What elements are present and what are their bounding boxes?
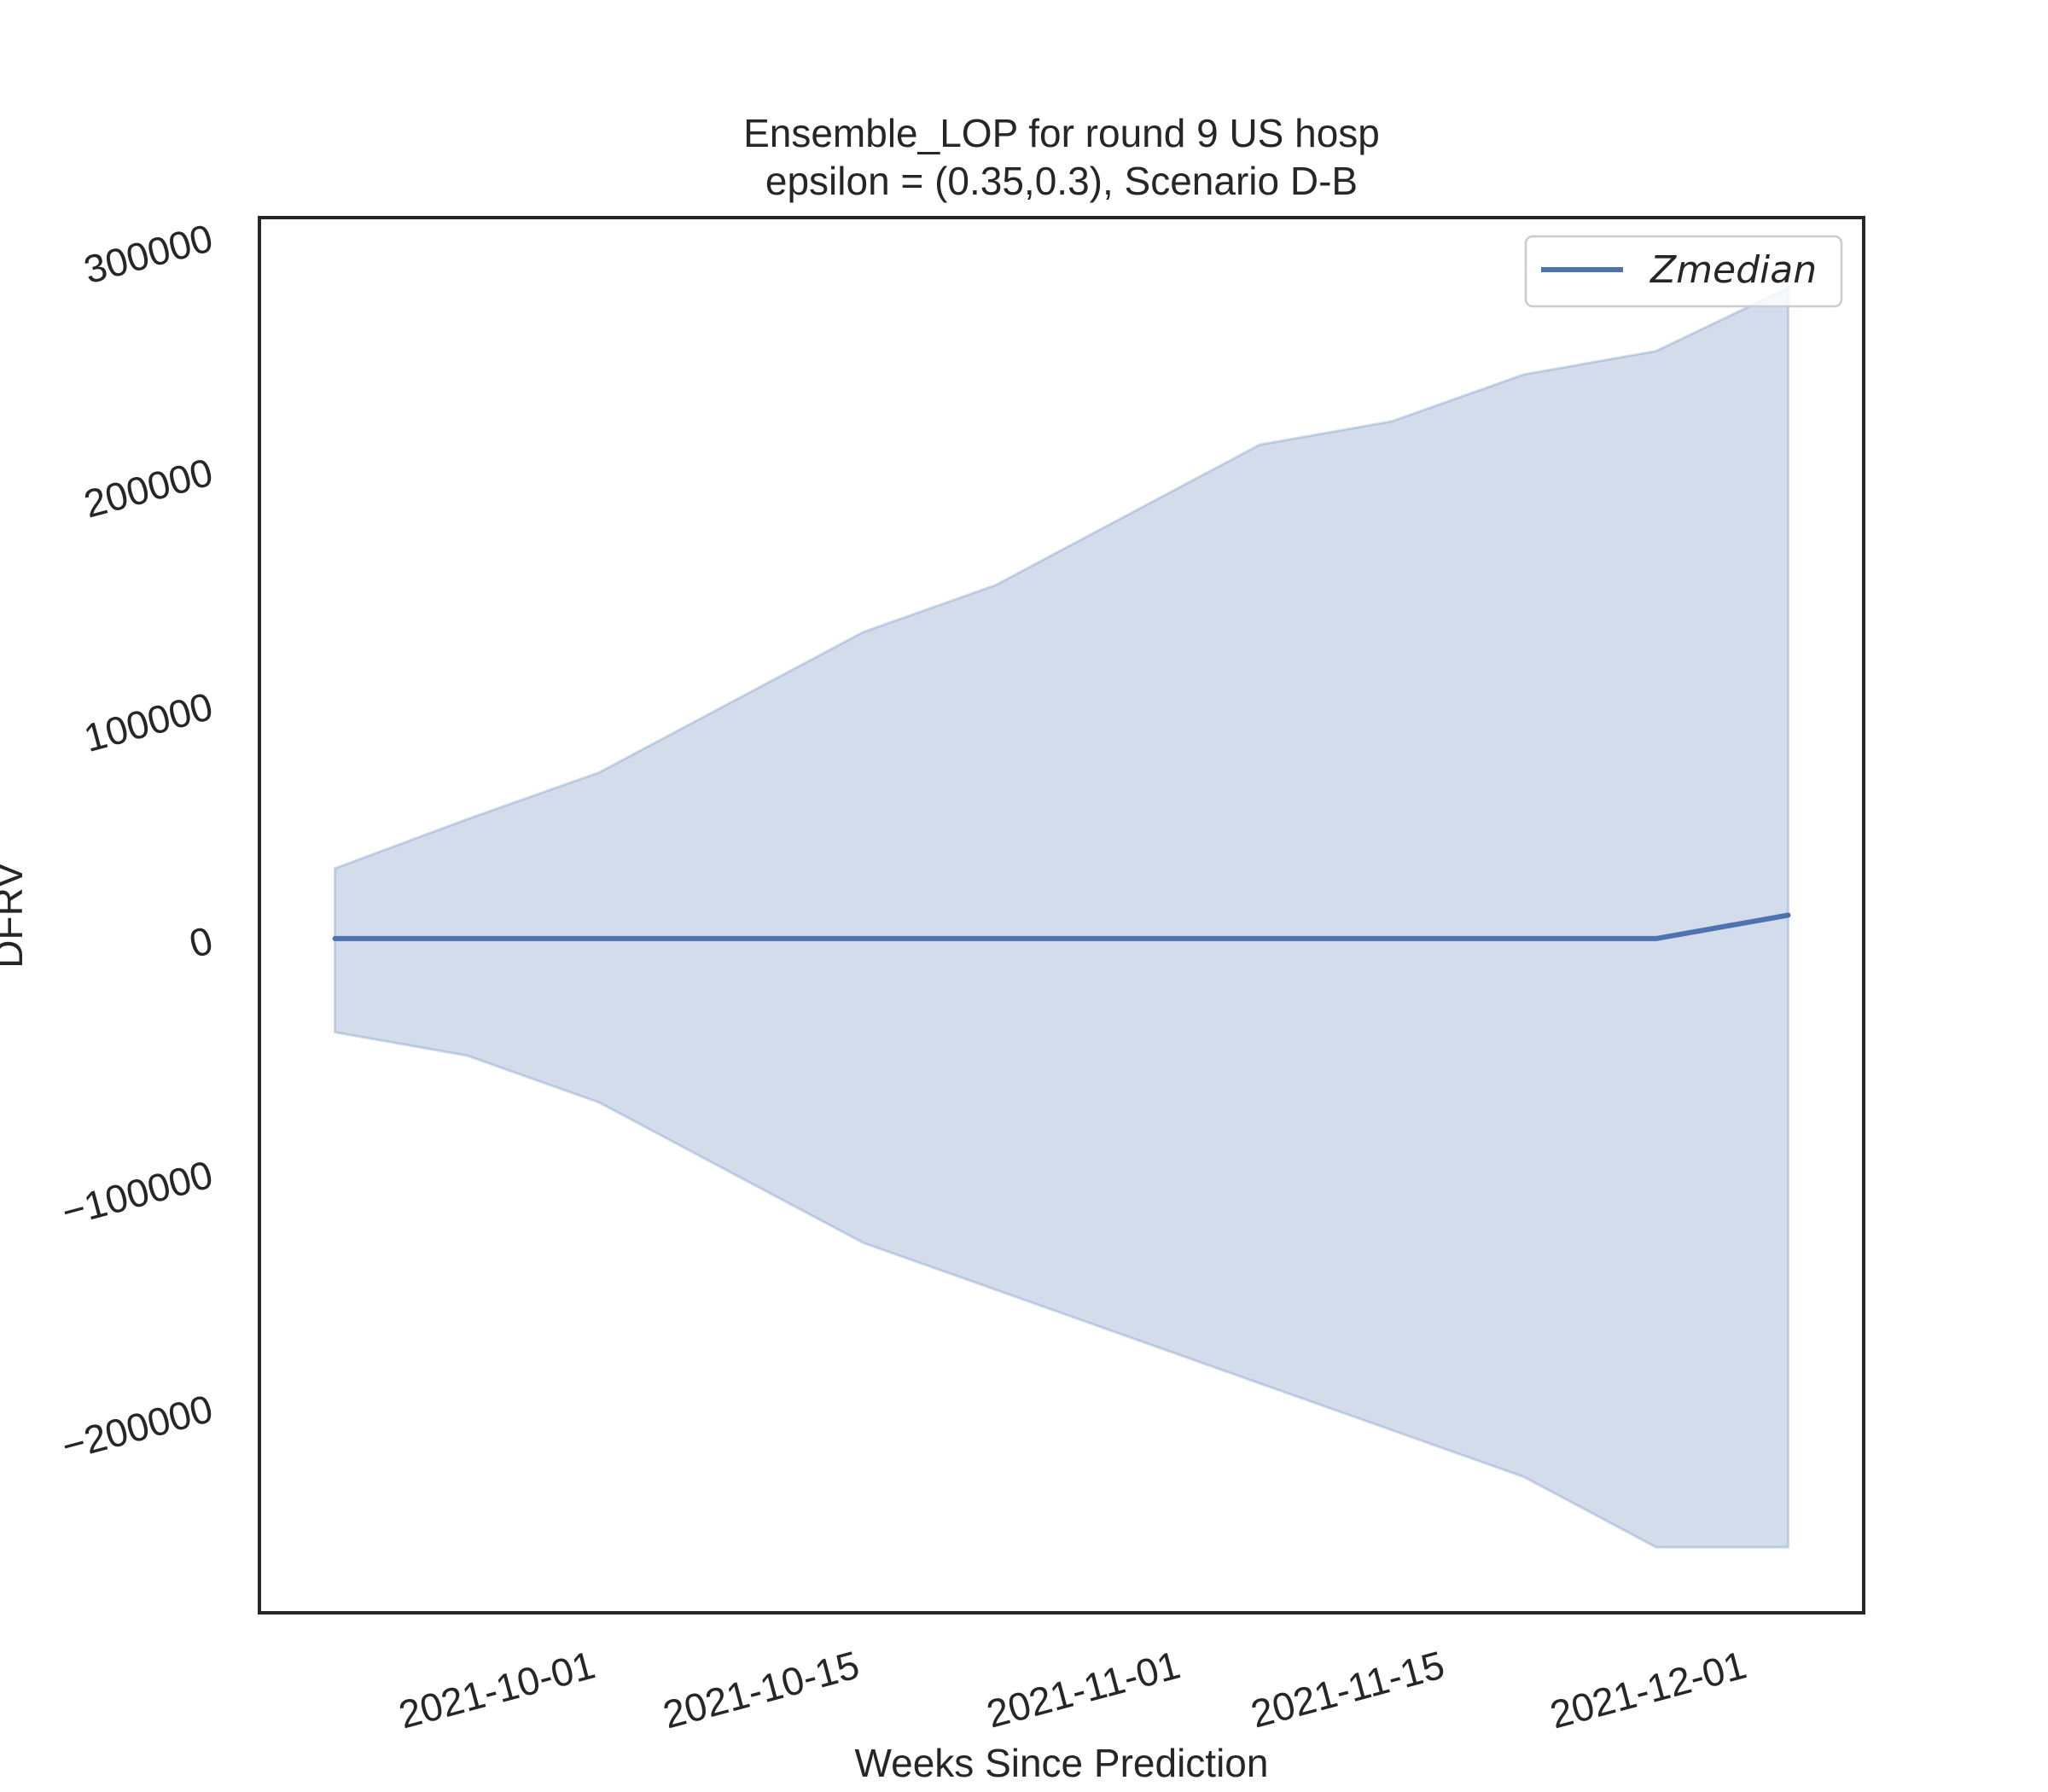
plot-frame [258, 216, 1865, 1615]
y-tick-label: −200000 [57, 1386, 218, 1469]
chart-subtitle: epsilon = (0.35,0.3), Scenario D-B [765, 159, 1358, 203]
x-axis-label: Weeks Since Prediction [855, 1741, 1269, 1785]
chart-title: Ensemble_LOP for round 9 US hosp [743, 111, 1380, 155]
y-tick-label: 300000 [79, 215, 218, 292]
confidence-band [334, 285, 1789, 1549]
series-line-zmedian [332, 912, 1791, 941]
x-tick-label: 2021-12-01 [1545, 1642, 1751, 1737]
y-tick-labels: −200000 −100000 0 100000 200000 300000 [57, 215, 218, 1469]
y-tick-label: 0 [184, 917, 217, 966]
legend: Zmedian [1524, 235, 1843, 308]
y-tick-label: 100000 [79, 684, 218, 760]
x-tick-label: 2021-11-15 [1246, 1642, 1448, 1736]
series-lines [332, 912, 1791, 941]
legend-label-zmedian: Zmedian [1649, 248, 1817, 292]
x-tick-label: 2021-10-15 [658, 1642, 864, 1737]
y-tick-label: 200000 [79, 450, 218, 527]
uncertainty-band [334, 285, 1789, 1549]
x-tick-labels: 2021-10-01 2021-10-15 2021-11-01 2021-11-15… [394, 1642, 1751, 1737]
x-tick-label: 2021-10-01 [394, 1642, 600, 1737]
x-tick-label: 2021-11-01 [982, 1642, 1184, 1736]
legend-box [1524, 235, 1843, 308]
y-tick-label: −100000 [57, 1152, 218, 1235]
y-axis-label: DFRV [0, 862, 31, 969]
